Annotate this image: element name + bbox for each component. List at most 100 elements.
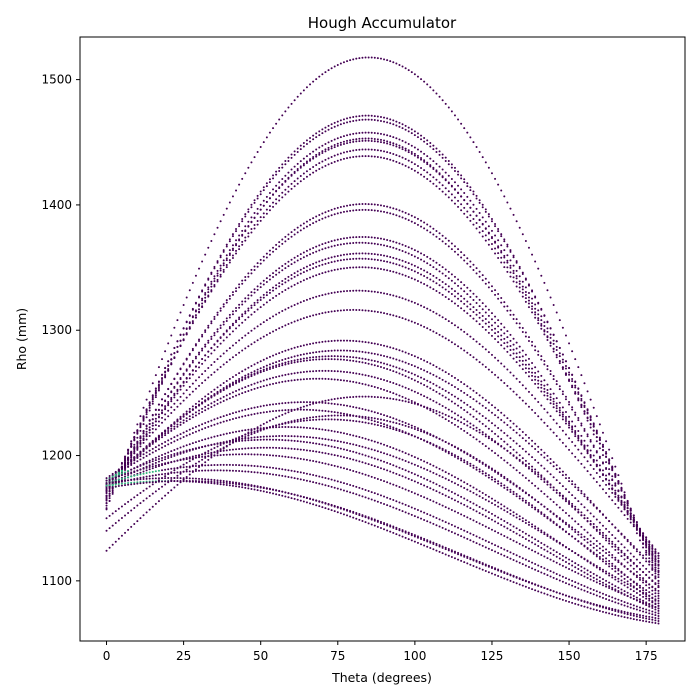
accumulator-point	[198, 308, 201, 311]
accumulator-point	[176, 434, 179, 437]
accumulator-point	[346, 121, 349, 124]
accumulator-point	[213, 332, 216, 334]
accumulator-point	[574, 430, 577, 433]
accumulator-point	[191, 390, 194, 393]
accumulator-point	[487, 495, 490, 498]
accumulator-point	[231, 356, 234, 359]
accumulator-point	[204, 331, 207, 334]
accumulator-point	[302, 408, 305, 411]
accumulator-point	[318, 153, 321, 156]
accumulator-point	[592, 515, 595, 518]
accumulator-point	[447, 270, 450, 273]
accumulator-point	[487, 325, 490, 328]
accumulator-point	[151, 402, 154, 405]
accumulator-point	[333, 430, 336, 433]
accumulator-point	[469, 199, 472, 202]
accumulator-point	[503, 509, 506, 512]
accumulator-point	[176, 420, 179, 423]
accumulator-point	[228, 254, 231, 257]
accumulator-point	[472, 190, 475, 193]
accumulator-point	[401, 273, 404, 276]
accumulator-point	[568, 380, 571, 383]
accumulator-point	[370, 252, 373, 255]
accumulator-point	[151, 398, 154, 401]
accumulator-point	[191, 369, 194, 372]
accumulator-point	[608, 530, 611, 533]
accumulator-point	[478, 495, 481, 498]
accumulator-point	[194, 425, 197, 428]
accumulator-point	[632, 590, 635, 593]
accumulator-point	[475, 418, 478, 421]
accumulator-point	[210, 396, 213, 399]
accumulator-point	[571, 430, 574, 433]
accumulator-point	[389, 416, 392, 419]
accumulator-point	[481, 222, 484, 225]
accumulator-point	[364, 155, 367, 158]
accumulator-point	[339, 290, 342, 293]
accumulator-point	[598, 556, 601, 559]
accumulator-point	[173, 448, 176, 451]
accumulator-point	[392, 256, 395, 259]
accumulator-point	[179, 388, 182, 391]
accumulator-point	[154, 394, 157, 397]
accumulator-point	[586, 559, 589, 562]
accumulator-point	[423, 136, 426, 139]
accumulator-point	[244, 236, 247, 239]
accumulator-point	[444, 295, 447, 298]
accumulator-point	[370, 148, 373, 151]
accumulator-point	[515, 495, 518, 498]
accumulator-point	[611, 576, 614, 579]
accumulator-point	[333, 239, 336, 242]
accumulator-point	[305, 436, 308, 439]
accumulator-point	[552, 342, 555, 345]
accumulator-point	[222, 352, 225, 355]
accumulator-point	[543, 384, 546, 387]
accumulator-point	[151, 427, 154, 430]
accumulator-point	[546, 483, 549, 486]
accumulator-point	[154, 420, 157, 423]
accumulator-point	[521, 399, 524, 402]
accumulator-point	[170, 391, 173, 394]
accumulator-point	[472, 398, 475, 401]
accumulator-point	[336, 339, 339, 342]
accumulator-point	[201, 445, 204, 448]
accumulator-point	[231, 391, 234, 394]
accumulator-point	[194, 414, 197, 417]
accumulator-point	[506, 254, 509, 257]
accumulator-point	[583, 405, 586, 408]
accumulator-point	[398, 264, 401, 267]
accumulator-point	[182, 415, 185, 418]
accumulator-point	[626, 583, 629, 586]
accumulator-point	[592, 423, 595, 426]
accumulator-point	[204, 296, 207, 299]
accumulator-point	[370, 56, 373, 59]
accumulator-point	[235, 189, 238, 192]
accumulator-point	[373, 364, 376, 367]
accumulator-point	[518, 351, 521, 354]
accumulator-point	[222, 395, 225, 398]
accumulator-point	[278, 402, 281, 405]
accumulator-point	[342, 267, 345, 270]
accumulator-point	[568, 424, 571, 427]
accumulator-point	[478, 361, 481, 364]
accumulator-point	[447, 182, 450, 185]
accumulator-point	[194, 369, 197, 372]
accumulator-point	[623, 581, 626, 584]
accumulator-point	[352, 289, 355, 292]
accumulator-point	[142, 453, 145, 456]
accumulator-point	[287, 171, 290, 174]
accumulator-point	[302, 357, 305, 360]
accumulator-point	[611, 491, 614, 494]
accumulator-point	[342, 205, 345, 208]
accumulator-point	[349, 139, 352, 142]
accumulator-point	[549, 462, 552, 465]
accumulator-point	[312, 351, 315, 354]
accumulator-point	[540, 478, 543, 481]
accumulator-point	[608, 468, 611, 471]
accumulator-point	[543, 360, 546, 363]
accumulator-point	[281, 196, 284, 199]
accumulator-point	[383, 344, 386, 347]
accumulator-point	[265, 208, 268, 211]
accumulator-point	[481, 216, 484, 219]
accumulator-point	[453, 114, 456, 117]
